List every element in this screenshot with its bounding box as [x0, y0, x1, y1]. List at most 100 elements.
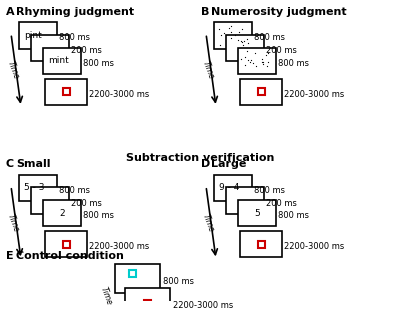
Text: Time: Time	[200, 60, 216, 81]
Point	[234, 38, 241, 43]
Text: C: C	[6, 159, 14, 169]
Text: 800 ms: 800 ms	[278, 211, 309, 220]
Point	[245, 41, 252, 46]
FancyBboxPatch shape	[19, 175, 57, 201]
Point	[242, 54, 249, 59]
Text: 5: 5	[254, 209, 260, 218]
FancyBboxPatch shape	[19, 22, 57, 49]
Text: 800 ms: 800 ms	[278, 59, 309, 68]
Text: Control condition: Control condition	[16, 250, 124, 260]
FancyBboxPatch shape	[43, 200, 81, 226]
Point	[238, 57, 244, 62]
FancyBboxPatch shape	[45, 79, 87, 105]
Text: 800 ms: 800 ms	[59, 186, 90, 195]
Point	[228, 29, 234, 34]
Text: D: D	[201, 159, 210, 169]
Point	[228, 24, 235, 29]
Point	[216, 27, 222, 32]
Point	[259, 60, 266, 64]
Text: Subtraction verification: Subtraction verification	[126, 153, 274, 163]
Point	[264, 50, 271, 55]
FancyBboxPatch shape	[226, 35, 264, 61]
Text: Rhyming judgment: Rhyming judgment	[16, 7, 134, 17]
Point	[248, 58, 254, 63]
Text: 200 ms: 200 ms	[266, 46, 297, 55]
Point	[218, 32, 224, 37]
FancyBboxPatch shape	[240, 231, 282, 257]
Text: 9 - 4: 9 - 4	[219, 184, 239, 193]
Text: Numerosity judgment: Numerosity judgment	[211, 7, 347, 17]
Text: 800 ms: 800 ms	[163, 277, 194, 286]
FancyBboxPatch shape	[43, 47, 81, 74]
FancyBboxPatch shape	[238, 200, 276, 226]
FancyBboxPatch shape	[214, 22, 252, 49]
Bar	[62, 241, 70, 248]
Text: Time: Time	[6, 212, 20, 233]
Bar	[258, 88, 264, 95]
Point	[264, 60, 271, 64]
Point	[241, 38, 248, 43]
Point	[242, 62, 248, 67]
FancyBboxPatch shape	[31, 188, 69, 214]
Point	[252, 51, 258, 56]
Point	[264, 64, 270, 69]
Point	[228, 36, 234, 41]
Text: Large: Large	[211, 159, 246, 169]
FancyBboxPatch shape	[115, 264, 160, 293]
Text: 800 ms: 800 ms	[59, 33, 90, 42]
Point	[250, 61, 256, 66]
Text: B: B	[201, 7, 209, 17]
Text: 800 ms: 800 ms	[254, 33, 285, 42]
Bar	[258, 241, 264, 248]
Bar	[144, 299, 151, 306]
Point	[260, 62, 267, 67]
Text: 2200-3000 ms: 2200-3000 ms	[89, 90, 149, 99]
Point	[238, 40, 245, 45]
Text: Time: Time	[200, 212, 216, 233]
Text: 5 - 3: 5 - 3	[24, 184, 44, 193]
Point	[226, 26, 232, 31]
Point	[245, 57, 252, 62]
Point	[217, 42, 223, 47]
Text: Time: Time	[98, 285, 114, 306]
Bar	[129, 270, 136, 277]
Text: 2200-3000 ms: 2200-3000 ms	[284, 90, 344, 99]
Point	[239, 27, 245, 32]
Text: 2200-3000 ms: 2200-3000 ms	[89, 242, 149, 251]
FancyBboxPatch shape	[214, 175, 252, 201]
Point	[244, 37, 250, 42]
FancyBboxPatch shape	[240, 79, 282, 105]
FancyBboxPatch shape	[226, 188, 264, 214]
Text: A: A	[6, 7, 15, 17]
Point	[244, 49, 250, 54]
Text: 200 ms: 200 ms	[266, 199, 297, 208]
Point	[232, 32, 238, 37]
Point	[260, 60, 266, 64]
FancyBboxPatch shape	[125, 288, 170, 310]
FancyBboxPatch shape	[31, 35, 69, 61]
FancyBboxPatch shape	[45, 231, 87, 257]
Text: 800 ms: 800 ms	[83, 211, 114, 220]
Text: E: E	[6, 250, 14, 260]
FancyBboxPatch shape	[238, 47, 276, 74]
Text: 200 ms: 200 ms	[71, 46, 102, 55]
Point	[259, 56, 266, 61]
Text: 2: 2	[59, 209, 65, 218]
Text: 2200-3000 ms: 2200-3000 ms	[173, 301, 233, 310]
Point	[221, 30, 228, 35]
Point	[240, 42, 246, 47]
Text: 800 ms: 800 ms	[254, 186, 285, 195]
Text: pint: pint	[24, 31, 42, 40]
Point	[253, 64, 260, 69]
Text: 800 ms: 800 ms	[83, 59, 114, 68]
Text: Small: Small	[16, 159, 50, 169]
Text: Time: Time	[6, 60, 20, 81]
Point	[238, 39, 244, 44]
Point	[247, 59, 254, 64]
Point	[263, 52, 269, 57]
Text: 200 ms: 200 ms	[71, 199, 102, 208]
Text: 2200-3000 ms: 2200-3000 ms	[284, 242, 344, 251]
Bar	[62, 88, 70, 95]
Text: mint: mint	[48, 56, 69, 65]
Point	[236, 30, 242, 35]
